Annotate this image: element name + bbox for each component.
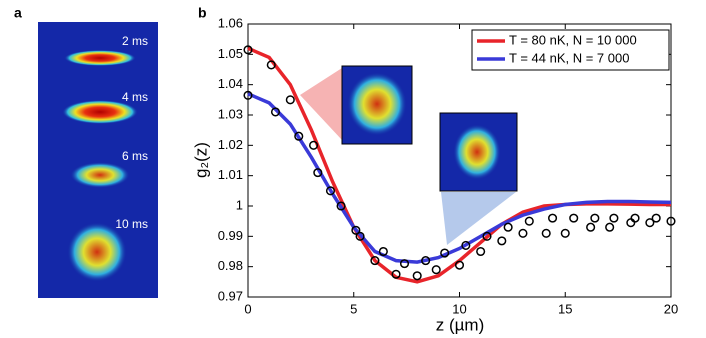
inset-image <box>439 112 518 192</box>
data-point <box>590 213 600 223</box>
data-point <box>355 231 365 241</box>
time-label: 4 ms <box>122 90 148 104</box>
data-point <box>421 256 431 266</box>
y-tick-label: 1 <box>236 197 243 212</box>
data-point <box>497 236 507 246</box>
data-point <box>548 213 558 223</box>
data-point <box>524 216 534 226</box>
data-point <box>461 240 471 250</box>
data-point <box>243 45 253 55</box>
data-point <box>294 131 304 141</box>
y-tick-label: 0.97 <box>218 288 243 303</box>
data-point <box>560 228 570 238</box>
y-axis-label: g₂(z) <box>191 142 210 178</box>
data-point <box>605 222 615 232</box>
data-point <box>630 213 640 223</box>
data-point <box>378 246 388 257</box>
data-point <box>336 201 346 211</box>
data-point <box>626 218 636 228</box>
legend-label: T = 44 nK, N = 7 000 <box>509 50 629 65</box>
data-point <box>666 216 676 226</box>
data-point <box>586 222 596 232</box>
y-tick-label: 0.99 <box>218 228 243 243</box>
x-tick-label: 10 <box>452 301 466 316</box>
data-point <box>645 218 655 228</box>
data-point <box>243 90 253 100</box>
legend-box <box>471 29 670 71</box>
time-label: 2 ms <box>122 34 148 48</box>
panel-label: b <box>198 5 207 21</box>
time-label: 6 ms <box>122 149 148 163</box>
data-point <box>609 213 619 223</box>
data-point <box>541 228 551 238</box>
x-tick-label: 20 <box>664 301 678 316</box>
time-label: 10 ms <box>115 217 148 231</box>
y-tick-label: 1.03 <box>218 106 243 121</box>
y-tick-label: 1.06 <box>218 15 243 30</box>
x-tick-label: 0 <box>244 301 251 316</box>
data-point <box>569 213 579 223</box>
legend-label: T = 80 nK, N = 10 000 <box>509 32 637 47</box>
y-tick-label: 1.04 <box>218 76 243 91</box>
data-point <box>266 60 276 70</box>
absorption-images <box>38 22 158 298</box>
data-point <box>440 248 450 258</box>
plot: 0.97 0.98 0.99 1 1.01 1.02 1.03 1.04 1.05 1.06 0 5 1… <box>218 15 679 316</box>
inset-image <box>341 65 413 145</box>
y-tick-label: 0.98 <box>218 258 243 273</box>
data-point <box>412 271 422 281</box>
data-point <box>503 222 513 232</box>
x-tick-label: 15 <box>558 301 572 316</box>
x-axis-label: z (µm) <box>436 315 485 334</box>
x-tick-label: 5 <box>350 301 357 316</box>
inset-pointer <box>441 192 516 245</box>
data-point <box>518 228 528 238</box>
data-point <box>285 95 295 105</box>
y-tick-label: 1.05 <box>218 46 243 61</box>
data-point <box>651 213 661 223</box>
data-point <box>270 107 281 117</box>
data-point <box>454 260 465 270</box>
data-point <box>325 186 336 196</box>
data-point <box>431 265 441 275</box>
y-tick-label: 1.01 <box>218 167 243 182</box>
data-point <box>351 225 361 235</box>
legend: T = 80 nK, N = 10 000 T = 44 nK, N = 7 00… <box>471 29 670 71</box>
inset-pointer <box>300 68 342 140</box>
data-point <box>399 259 410 269</box>
panel-label: a <box>14 5 22 21</box>
data-point <box>313 168 323 178</box>
data-point <box>482 231 492 241</box>
data-point <box>391 269 401 279</box>
data-point <box>370 256 380 266</box>
y-tick-label: 1.02 <box>218 137 243 152</box>
data-point <box>476 246 486 257</box>
data-point <box>309 140 319 150</box>
